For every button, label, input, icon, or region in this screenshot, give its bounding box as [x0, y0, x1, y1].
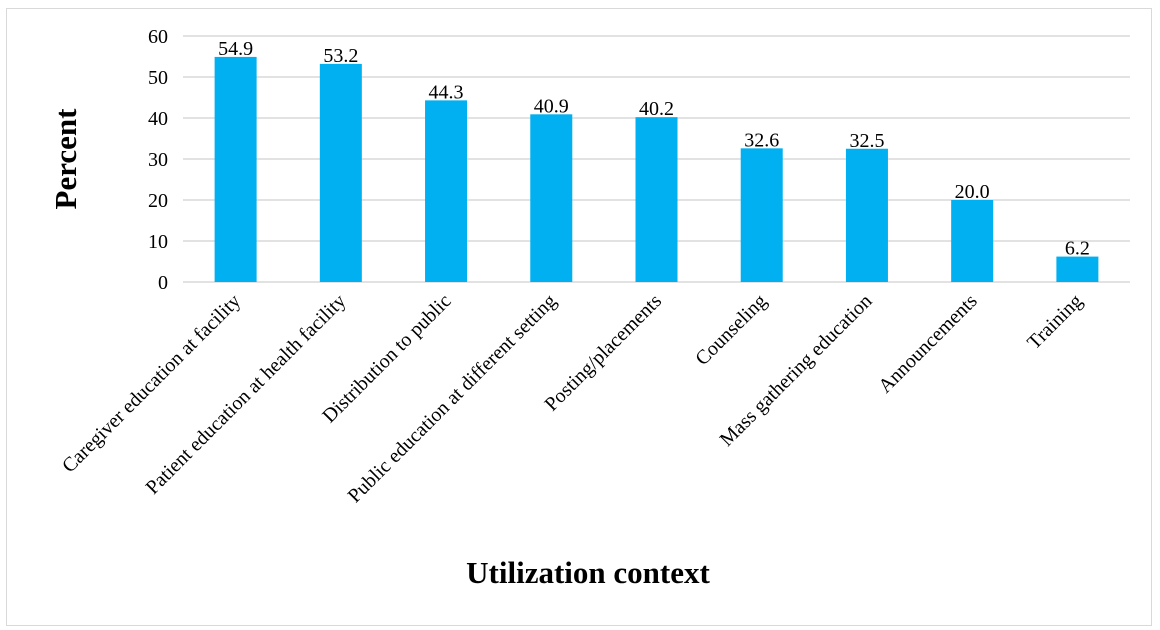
bar: [425, 100, 468, 283]
bar: [1056, 256, 1099, 282]
bars: [214, 56, 1099, 283]
x-tick-label: Posting/placements: [540, 290, 666, 416]
bar: [319, 63, 362, 282]
y-tick-label: 30: [148, 149, 168, 171]
chart-frame: [6, 8, 1152, 626]
x-tick-label: Caregiver education at facility: [58, 290, 245, 477]
bar: [951, 200, 994, 282]
y-tick-label: 0: [158, 272, 168, 294]
data-label: 6.2: [1065, 238, 1090, 260]
x-tick-label: Patient education at health facility: [142, 290, 351, 499]
y-tick-label: 50: [148, 67, 168, 89]
data-label: 54.9: [218, 38, 253, 60]
y-tick-label: 60: [148, 26, 168, 48]
y-tick-label: 40: [148, 108, 168, 130]
data-label: 32.5: [849, 130, 884, 152]
data-label: 32.6: [744, 129, 779, 151]
bar: [214, 56, 257, 282]
x-tick-label: Counseling: [691, 290, 771, 370]
bar: [530, 114, 573, 282]
data-label: 40.2: [639, 98, 674, 120]
bar: [845, 148, 888, 282]
y-axis-ticks: 0 10 20 30 40 50 60: [148, 26, 168, 294]
data-label: 20.0: [955, 181, 990, 203]
bar: [635, 117, 678, 283]
x-tick-label: Announcements: [874, 290, 982, 398]
data-labels: 54.9 53.2 44.3 40.9 40.2 32.6 32.5 20.0 6.2: [218, 38, 1090, 260]
x-axis-title: Utilization context: [466, 555, 710, 590]
data-label: 53.2: [323, 45, 358, 67]
x-tick-label: Training: [1023, 290, 1087, 354]
data-label: 44.3: [429, 81, 464, 103]
data-label: 40.9: [534, 95, 569, 117]
y-tick-label: 10: [148, 231, 168, 253]
bar: [740, 148, 783, 282]
y-axis-title: Percent: [48, 108, 83, 210]
x-tick-label: Public education at different setting: [344, 290, 561, 507]
y-tick-label: 20: [148, 190, 168, 212]
